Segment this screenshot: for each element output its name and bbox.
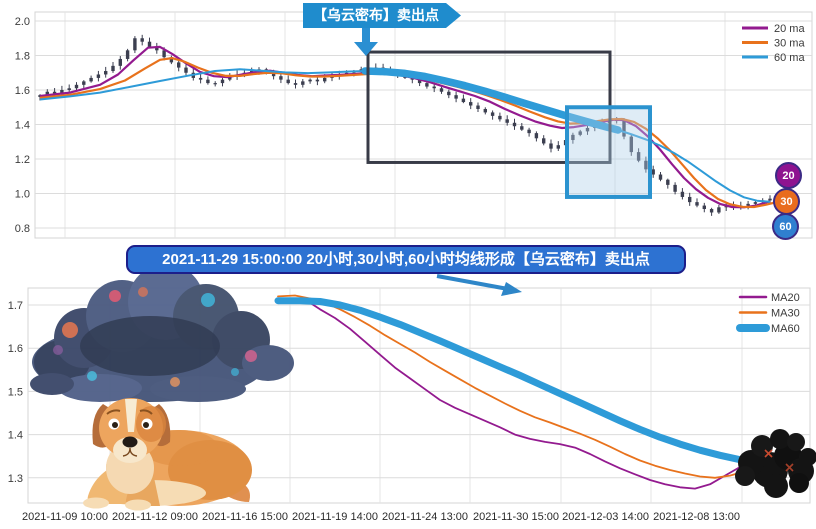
tick-label: 60 ma — [774, 52, 805, 64]
series-60ma-thick — [361, 67, 622, 134]
tick-label: 2021-11-30 15:00 — [473, 511, 559, 523]
tick-label: 1.0 — [15, 189, 30, 201]
tick-label: 2021-11-24 13:00 — [382, 511, 468, 523]
black-cloud-illustration — [735, 429, 816, 498]
tick-label: 2021-12-08 13:00 — [653, 511, 740, 523]
tick-label: 2021-11-12 09:00 — [112, 511, 198, 523]
ma-badge: 20 — [775, 162, 802, 189]
top-chart: 2.0 1.8 1.6 1.4 1.2 1.0 0.8 20 ma 30 ma 60 ma — [15, 11, 813, 239]
dog-illustration — [83, 398, 252, 511]
tick-label: MA60 — [771, 323, 800, 335]
tick-label: 2021-11-09 10:00 — [22, 511, 108, 523]
tick-label: 1.6 — [15, 85, 30, 97]
tick-label: MA20 — [771, 292, 800, 304]
series-MA20 — [277, 297, 771, 490]
tick-label: 2021-11-19 14:00 — [292, 511, 378, 523]
tick-label: 1.4 — [15, 120, 30, 132]
ma-badge: 30 — [773, 188, 800, 215]
tick-label: 1.4 — [8, 430, 23, 442]
candlesticks — [38, 34, 772, 216]
tick-label: 2.0 — [15, 16, 30, 28]
tick-label: 1.2 — [15, 154, 30, 166]
tick-label: MA30 — [771, 308, 800, 320]
tick-label: 30 ma — [774, 38, 805, 50]
storm-cloud-illustration — [30, 264, 294, 402]
series-20ma — [39, 45, 771, 209]
tick-label: 2021-12-03 14:00 — [562, 511, 649, 523]
ma-badge: 60 — [772, 213, 799, 240]
tick-label: 20 ma — [774, 23, 805, 35]
breakdown-box — [565, 105, 652, 199]
annotation-banner: 2021-11-29 15:00:00 20小时,30小时,60小时均线形成【乌… — [126, 245, 686, 274]
tick-label: 1.5 — [8, 386, 23, 398]
series-MA30 — [277, 294, 773, 479]
tick-label: 1.6 — [8, 343, 23, 355]
tick-label: 2021-11-16 15:00 — [202, 511, 288, 523]
bottom-legend: MA20 MA30 MA60 — [736, 292, 800, 335]
pattern-banner: 【乌云密布】卖出点 — [303, 3, 461, 28]
down-arrow — [354, 28, 378, 56]
series-MA60 — [274, 297, 782, 467]
diagonal-arrow — [436, 274, 522, 296]
tick-label: 0.8 — [15, 223, 30, 235]
tick-label: 1.8 — [15, 51, 30, 63]
tick-label: 1.7 — [8, 300, 23, 312]
top-legend: 20 ma 30 ma 60 ma — [742, 23, 805, 64]
tick-label: 1.3 — [8, 473, 23, 485]
